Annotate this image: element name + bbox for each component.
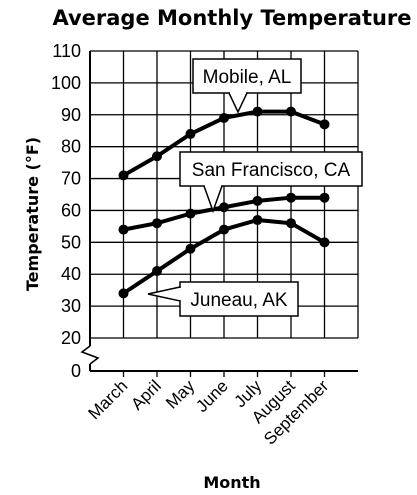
x-axis-label: Month <box>203 473 260 492</box>
callout-box <box>179 281 299 317</box>
series-labels: Mobile, AL San Francisco, CA Juneau, AK <box>147 58 363 317</box>
data-point <box>286 106 296 117</box>
series-label-callout: Juneau, AK <box>147 281 299 317</box>
y-axis-ticks: 0 20 30 40 50 60 70 80 90 100 110 <box>51 41 81 381</box>
chart-title: Average Monthly Temperature <box>52 6 411 30</box>
series-label: San Francisco, CA <box>192 160 351 181</box>
y-tick-label: 70 <box>61 169 81 189</box>
data-point <box>152 218 162 229</box>
data-point <box>118 170 129 181</box>
y-tick-label: 100 <box>51 73 81 93</box>
x-tick-label: May <box>162 376 198 412</box>
y-tick-label: 60 <box>61 200 81 220</box>
y-tick-label: 50 <box>61 232 81 252</box>
data-point <box>286 192 296 203</box>
data-point <box>252 195 263 206</box>
series-label-callout: San Francisco, CA <box>179 151 363 214</box>
data-point <box>152 266 162 277</box>
axis-break-icon <box>80 345 100 365</box>
callout-box <box>192 58 302 94</box>
callout-pointer <box>227 92 249 114</box>
data-point <box>118 288 129 299</box>
series-label-callout: Mobile, AL <box>192 58 302 114</box>
y-axis-label: Temperature (°F) <box>23 137 42 291</box>
data-point <box>118 224 129 235</box>
data-point <box>319 192 330 203</box>
y-tick-label: 80 <box>61 137 81 157</box>
data-point <box>219 202 229 213</box>
y-tick-label: 30 <box>61 296 81 316</box>
data-point <box>252 106 263 117</box>
data-point <box>219 112 229 123</box>
x-tick-label: March <box>84 376 131 423</box>
data-point <box>286 218 296 229</box>
y-tick-label: 40 <box>61 264 81 284</box>
data-point <box>152 151 162 162</box>
x-tick-label: June <box>192 376 232 416</box>
y-tick-label: 90 <box>61 105 81 125</box>
data-point <box>185 208 196 219</box>
callout-pointer <box>147 286 181 302</box>
series-label: Mobile, AL <box>203 67 292 88</box>
y-tick-label: 110 <box>52 41 81 61</box>
y-tick-label: 20 <box>61 328 81 348</box>
series-label: Juneau, AK <box>190 290 288 311</box>
x-tick-label: April <box>127 376 164 413</box>
callout-box <box>179 151 363 187</box>
data-point <box>185 243 196 254</box>
data-point <box>185 128 196 139</box>
data-point <box>252 215 263 226</box>
series-group <box>118 106 330 299</box>
data-point <box>219 224 229 235</box>
y-tick-label: 0 <box>71 361 81 381</box>
grid <box>80 50 359 377</box>
data-point <box>319 237 330 248</box>
data-point <box>319 119 330 130</box>
